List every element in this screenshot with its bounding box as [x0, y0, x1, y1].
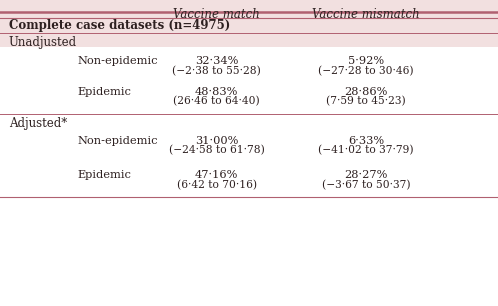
Text: Vaccine match: Vaccine match [173, 8, 260, 21]
Bar [0, 47, 498, 306]
Text: Epidemic: Epidemic [77, 87, 131, 97]
Text: 31·00%: 31·00% [195, 136, 239, 146]
Text: (−2·38 to 55·28): (−2·38 to 55·28) [172, 66, 261, 76]
Text: (7·59 to 45·23): (7·59 to 45·23) [326, 96, 406, 107]
Text: Unadjusted: Unadjusted [9, 36, 77, 49]
Text: Adjusted*: Adjusted* [9, 117, 67, 129]
Text: (−3·67 to 50·37): (−3·67 to 50·37) [322, 180, 410, 190]
Text: 48·83%: 48·83% [195, 87, 239, 97]
Text: 5·92%: 5·92% [348, 56, 384, 66]
Text: (−41·02 to 37·79): (−41·02 to 37·79) [318, 145, 414, 156]
Text: 28·86%: 28·86% [344, 87, 388, 97]
Text: Vaccine mismatch: Vaccine mismatch [312, 8, 420, 21]
Text: 32·34%: 32·34% [195, 56, 239, 66]
Text: (6·42 to 70·16): (6·42 to 70·16) [177, 180, 256, 190]
Text: 6·33%: 6·33% [348, 136, 384, 146]
Text: (26·46 to 64·40): (26·46 to 64·40) [173, 96, 260, 107]
Text: (−27·28 to 30·46): (−27·28 to 30·46) [318, 66, 414, 76]
Text: (−24·58 to 61·78): (−24·58 to 61·78) [169, 145, 264, 156]
Text: Epidemic: Epidemic [77, 170, 131, 180]
Text: 47·16%: 47·16% [195, 170, 239, 180]
Text: Complete case datasets (n=4975): Complete case datasets (n=4975) [9, 19, 230, 32]
Text: Non-epidemic: Non-epidemic [77, 136, 158, 146]
Text: Non-epidemic: Non-epidemic [77, 56, 158, 66]
Text: 28·27%: 28·27% [344, 170, 388, 180]
